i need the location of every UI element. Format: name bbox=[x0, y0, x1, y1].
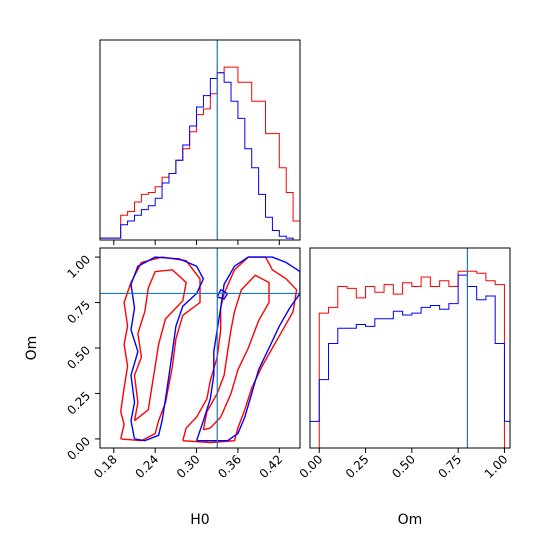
contour-line-series-0-0 bbox=[119, 256, 201, 442]
x-tick-label-H0-2: 0.30 bbox=[174, 452, 203, 481]
y-tick-label-Om-3: 0.75 bbox=[64, 298, 93, 327]
axes-frame-panel-2 bbox=[309, 247, 511, 449]
contour-line-series-1-1 bbox=[195, 256, 300, 442]
y-tick-label-Om-2: 0.50 bbox=[64, 343, 93, 372]
x-tick-label-Om-0: 0.00 bbox=[297, 452, 326, 481]
x-tick-label-H0-4: 0.42 bbox=[257, 452, 286, 481]
y-tick-label-Om-1: 0.25 bbox=[64, 389, 93, 418]
histogram-step-series-0-panel-2 bbox=[310, 270, 510, 448]
x-tick-label-H0-3: 0.36 bbox=[215, 452, 244, 481]
x-tick-label-Om-1: 0.25 bbox=[343, 452, 372, 481]
contour-line-series-0-2 bbox=[182, 256, 298, 444]
contour-line-series-0-3 bbox=[202, 274, 270, 431]
x-axis-label-H0: H0 bbox=[190, 512, 209, 528]
contour-line-series-0-1 bbox=[133, 269, 187, 422]
x-tick-label-Om-2: 0.50 bbox=[389, 452, 418, 481]
x-tick-label-Om-4: 1.00 bbox=[482, 452, 511, 481]
contour-line-series-1-0 bbox=[130, 256, 205, 442]
histogram-step-series-0-panel-0 bbox=[100, 66, 300, 240]
y-tick-label-Om-4: 1.00 bbox=[64, 252, 93, 281]
axes-frame-panel-0 bbox=[99, 39, 301, 241]
y-axis-label-Om: Om bbox=[24, 336, 40, 361]
histogram-step-series-1-panel-0 bbox=[100, 72, 300, 240]
x-tick-label-Om-3: 0.75 bbox=[435, 452, 464, 481]
x-tick-label-H0-0: 0.18 bbox=[91, 452, 120, 481]
y-tick-label-Om-0: 0.00 bbox=[64, 434, 93, 463]
x-tick-label-H0-1: 0.24 bbox=[133, 452, 162, 481]
x-axis-label-Om-marginal: Om bbox=[398, 512, 423, 528]
histogram-step-series-1-panel-2 bbox=[310, 274, 510, 448]
